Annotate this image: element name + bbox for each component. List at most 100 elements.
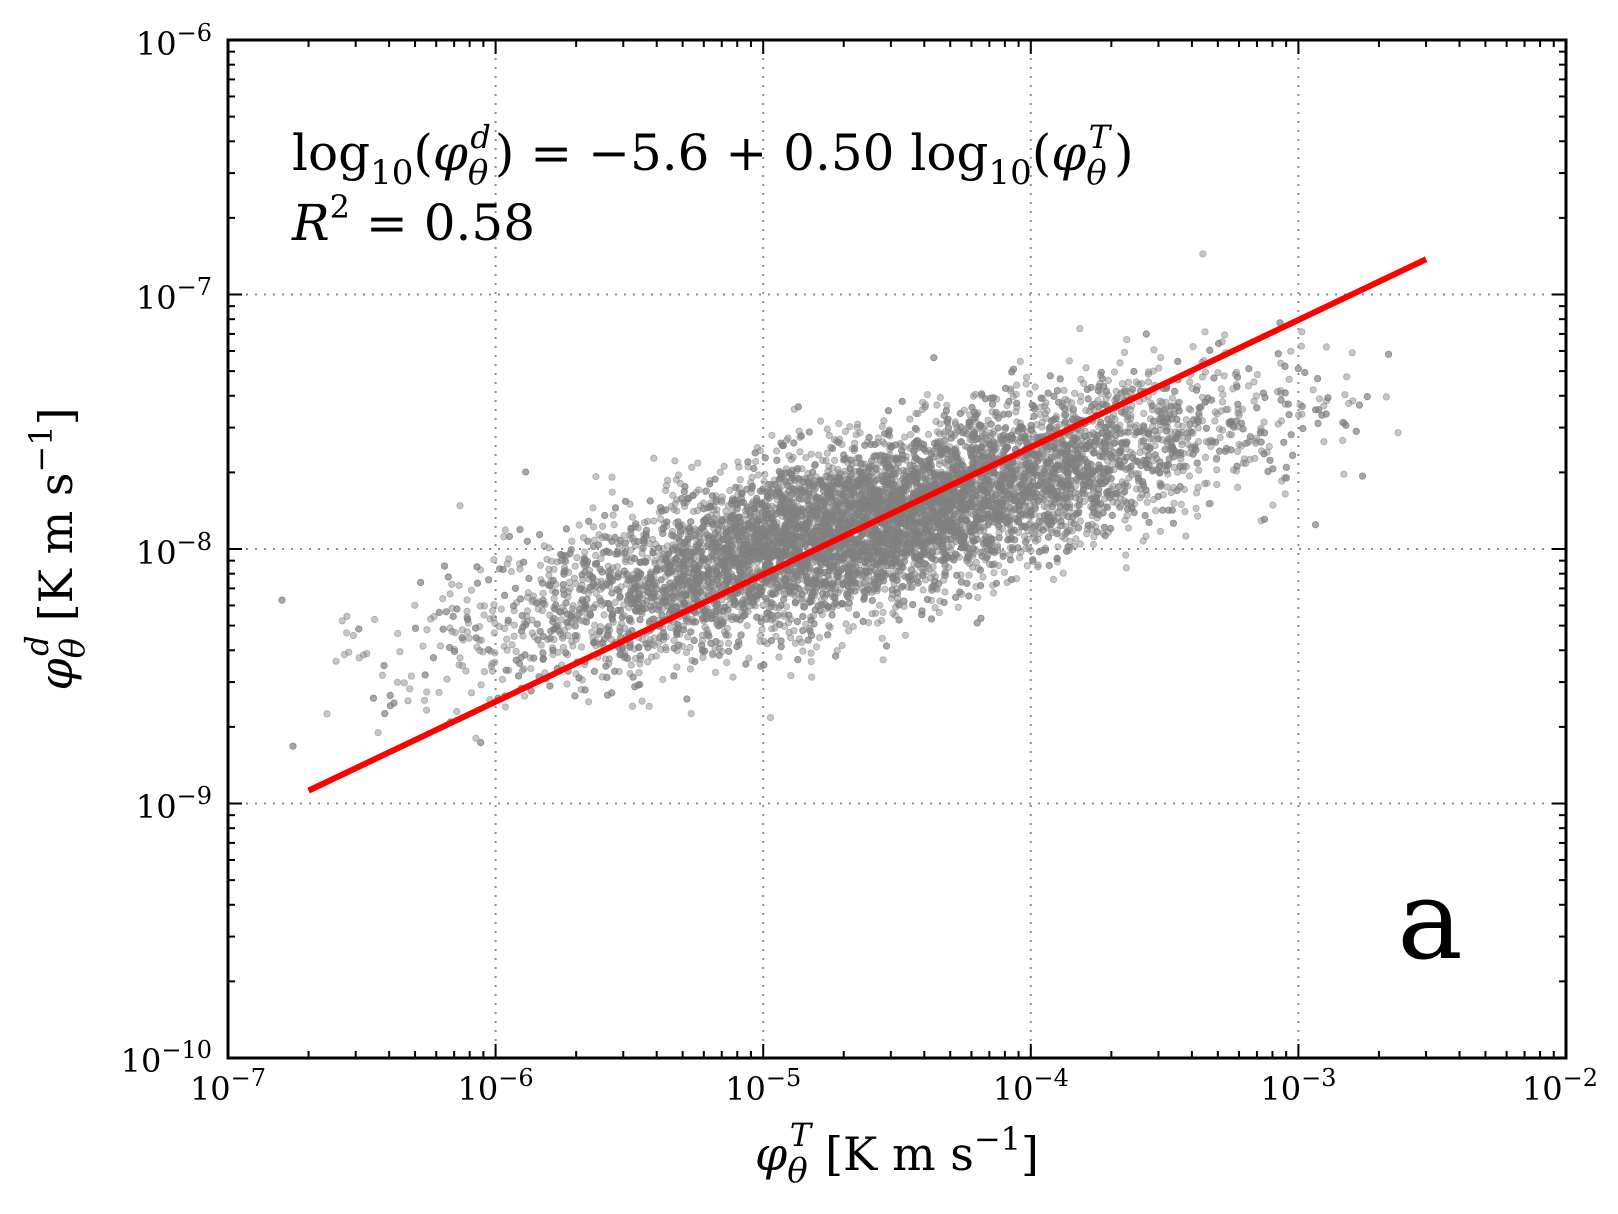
scatter-point — [1135, 380, 1143, 388]
scatter-point — [1260, 418, 1268, 426]
scatter-point — [1156, 479, 1164, 487]
scatter-point — [608, 488, 616, 496]
scatter-point — [785, 452, 793, 460]
scatter-point — [1233, 447, 1242, 455]
scatter-point — [1234, 483, 1242, 491]
scatter-point — [1250, 378, 1258, 386]
scatter-point — [1157, 353, 1165, 362]
scatter-point — [490, 556, 498, 564]
scatter-point — [924, 430, 933, 439]
scatter-point — [1060, 386, 1068, 394]
scatter-point — [754, 471, 762, 479]
scatter-point — [808, 673, 816, 681]
scatter-point — [467, 586, 476, 594]
scatter-point — [628, 702, 637, 710]
scatter-point — [477, 681, 485, 689]
scatter-point — [406, 685, 414, 693]
scatter-point — [935, 608, 943, 617]
scatter-point — [1163, 483, 1171, 491]
scatter-point — [635, 669, 643, 677]
scatter-point — [571, 562, 579, 570]
scatter-point — [1187, 406, 1195, 414]
scatter-point — [682, 648, 691, 657]
scatter-point — [520, 692, 529, 700]
scatter-point — [799, 647, 807, 655]
scatter-point — [736, 476, 744, 484]
scatter-point — [881, 585, 889, 593]
scatter-point — [1014, 528, 1023, 537]
scatter-point — [1152, 506, 1160, 515]
scatter-point — [1213, 466, 1221, 474]
scatter-point — [411, 601, 419, 609]
scatter-point — [989, 589, 998, 597]
scatter-point — [508, 641, 516, 649]
scatter-point — [374, 728, 382, 737]
scatter-point — [1132, 421, 1141, 429]
scatter-point — [1341, 391, 1349, 399]
scatter-point — [1192, 489, 1201, 497]
scatter-point — [900, 433, 909, 441]
scatter-point — [802, 453, 810, 462]
scatter-point — [628, 513, 637, 521]
scatter-point — [803, 584, 811, 592]
scatter-point — [480, 668, 488, 676]
scatter-point — [503, 635, 511, 643]
scatter-point — [1220, 372, 1228, 380]
scatter-point — [569, 602, 577, 610]
scatter-point — [584, 698, 593, 706]
scatter-point — [1022, 380, 1030, 388]
scatter-point — [1174, 468, 1182, 476]
scatter-point — [553, 558, 561, 566]
scatter-point — [842, 620, 850, 628]
scatter-point — [1194, 512, 1202, 520]
scatter-point — [407, 672, 415, 680]
scatter-point — [686, 665, 695, 673]
scatter-point — [1023, 562, 1031, 570]
scatter-point — [1298, 328, 1306, 336]
scatter-point — [627, 661, 635, 669]
scatter-point — [1027, 547, 1035, 555]
scatter-point — [516, 565, 524, 573]
scatter-point — [796, 448, 804, 456]
scatter-point — [1076, 540, 1085, 548]
scatter-point — [1144, 378, 1153, 386]
scatter-point — [419, 642, 427, 650]
scatter-point — [761, 470, 769, 478]
scatter-point — [550, 594, 558, 603]
scatter-point — [954, 603, 962, 611]
scatter-point — [990, 569, 998, 577]
scatter-point — [1213, 480, 1221, 489]
scatter-point — [1121, 516, 1129, 524]
scatter-point — [825, 431, 833, 440]
scatter-point — [1124, 524, 1133, 532]
scatter-point — [370, 615, 379, 624]
scatter-point — [879, 608, 887, 617]
scatter-point — [1168, 394, 1177, 402]
scatter-point — [1281, 490, 1289, 498]
scatter-point — [1219, 390, 1227, 399]
scatter-point — [1322, 343, 1331, 351]
scatter-point — [1179, 422, 1187, 431]
scatter-point — [768, 431, 776, 439]
scatter-point — [1277, 417, 1286, 425]
scatter-point — [1072, 535, 1080, 543]
scatter-point — [490, 629, 498, 637]
scatter-point — [1224, 405, 1232, 413]
scatter-point — [812, 643, 821, 651]
scatter-point — [436, 642, 444, 650]
scatter-point — [650, 517, 658, 525]
scatter-point — [724, 639, 733, 647]
scatter-point — [923, 390, 932, 399]
scatter-point — [807, 450, 815, 458]
scatter-point — [404, 697, 412, 705]
scatter-point — [500, 624, 509, 633]
scatter-point — [879, 656, 887, 664]
scatter-point — [598, 522, 607, 530]
scatter-point — [775, 653, 783, 661]
scatter-point — [575, 521, 583, 529]
scatter-point — [814, 451, 823, 459]
scatter-point — [756, 631, 764, 640]
scatter-point — [1320, 438, 1328, 446]
scatter-point — [1076, 325, 1084, 333]
scatter-point — [501, 703, 509, 711]
